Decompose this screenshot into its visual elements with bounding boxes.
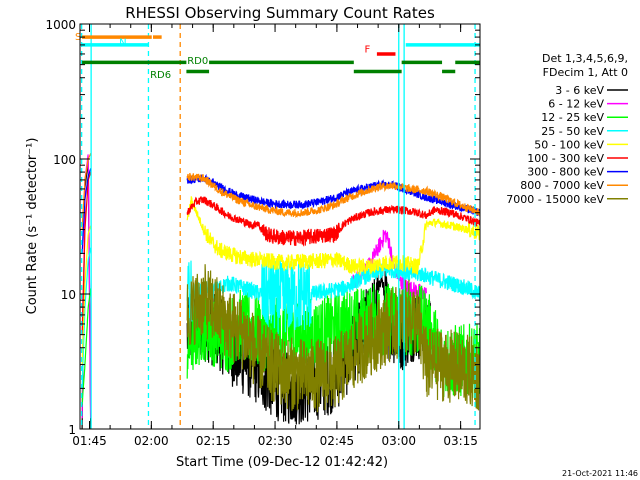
series-line-50-100keV-1 [186, 196, 481, 276]
legend-header-line: FDecim 1, Att 0 [543, 66, 628, 79]
legend-label: 100 - 300 keV [527, 152, 604, 165]
plot-frame [79, 23, 481, 430]
x-tick-label: 02:30 [258, 434, 293, 448]
legend: Det 1,3,4,5,6,9,FDecim 1, Att 0 3 - 6 keV… [506, 52, 628, 206]
x-tick-label: 03:15 [443, 434, 478, 448]
y-tick-label: 1000 [45, 18, 76, 32]
x-tick-label: 01:45 [72, 434, 107, 448]
x-tick-label: 02:00 [134, 434, 169, 448]
legend-label: 50 - 100 keV [534, 138, 604, 151]
x-tick-label: 02:15 [196, 434, 231, 448]
marker-lines [80, 24, 476, 429]
legend-header-line: Det 1,3,4,5,6,9, [542, 52, 628, 65]
series-line-25-50keV-1 [186, 258, 481, 335]
legend-label: 3 - 6 keV [555, 84, 604, 97]
chart-title: RHESSI Observing Summary Count Rates [125, 4, 435, 22]
legend-label: 12 - 25 keV [541, 111, 604, 124]
legend-label: 6 - 12 keV [548, 98, 604, 111]
y-tick-label: 1 [68, 423, 76, 437]
state-bar-label-n: N [119, 37, 126, 48]
state-bar-label-s: S [75, 32, 81, 43]
series-line-300-800keV-0 [81, 168, 92, 254]
series-line-300-800keV-1 [186, 173, 481, 217]
legend-label: 25 - 50 keV [541, 125, 604, 138]
legend-label: 7000 - 15000 keV [506, 193, 604, 206]
legend-label: 300 - 800 keV [527, 166, 604, 179]
x-tick-label: 03:00 [381, 434, 416, 448]
legend-label: 800 - 7000 keV [520, 179, 604, 192]
series-line-12-25keV-0 [81, 288, 92, 406]
series-line-800-7000keV-0 [81, 153, 92, 230]
series-line-800-7000keV-1 [186, 172, 481, 219]
state-bar-label-f: F [365, 44, 371, 55]
series-line-7000-15000keV-0 [186, 264, 481, 413]
footer-timestamp: 21-Oct-2021 11:46 [562, 469, 638, 478]
x-tick-label: 02:45 [320, 434, 355, 448]
series-line-100-300keV-0 [81, 171, 92, 335]
state-bar-label-rd6: RD6 [150, 70, 171, 81]
x-axis-label: Start Time (09-Dec-12 01:42:42) [176, 455, 388, 470]
y-axis-label: Count Rate (s⁻¹ detector⁻¹) [25, 138, 40, 315]
axes: 01:45 02:00 02:15 02:30 02:45 03:00 03:15 1 10 10… [45, 18, 480, 448]
series-line-12-25keV-1 [186, 283, 481, 398]
state-bars: S N RD0 RD6 F [75, 32, 480, 81]
series-line-100-300keV-1 [186, 195, 481, 247]
state-bar-label-rd0: RD0 [187, 56, 208, 67]
y-tick-label: 100 [53, 153, 76, 167]
y-tick-label: 10 [61, 288, 76, 302]
